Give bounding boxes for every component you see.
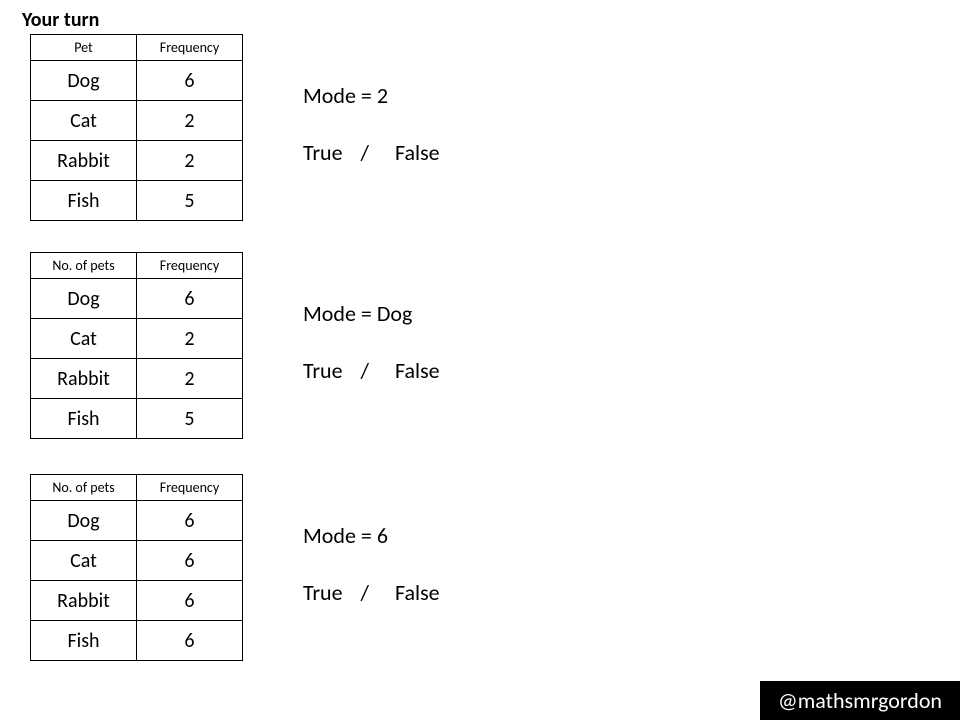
table-row: Fish6 [31,621,243,661]
true-option[interactable]: True [303,357,343,384]
cell-category: Dog [31,279,137,319]
cell-frequency: 2 [137,141,243,181]
separator: / [361,357,370,384]
table-row: Fish5 [31,399,243,439]
cell-frequency: 2 [137,359,243,399]
column-header-frequency: Frequency [137,475,243,501]
answer-area: Mode = 2 True / False [303,82,440,166]
page-title: Your turn [22,8,99,32]
false-option[interactable]: False [395,139,440,166]
cell-category: Cat [31,101,137,141]
answer-area: Mode = Dog True / False [303,300,440,384]
false-option[interactable]: False [395,357,440,384]
cell-category: Rabbit [31,581,137,621]
cell-category: Fish [31,621,137,661]
true-option[interactable]: True [303,139,343,166]
table-header-row: No. of pets Frequency [31,475,243,501]
table-row: Rabbit2 [31,141,243,181]
frequency-table: No. of pets Frequency Dog6 Cat2 Rabbit2 … [30,252,243,439]
question-block: No. of pets Frequency Dog6 Cat6 Rabbit6 … [30,474,440,661]
true-false-choice: True / False [303,357,440,384]
table-row: Cat6 [31,541,243,581]
cell-frequency: 5 [137,181,243,221]
column-header-category: Pet [31,35,137,61]
table-row: Dog6 [31,501,243,541]
column-header-frequency: Frequency [137,35,243,61]
cell-category: Rabbit [31,359,137,399]
cell-category: Fish [31,181,137,221]
column-header-frequency: Frequency [137,253,243,279]
mode-statement: Mode = 6 [303,522,440,549]
cell-category: Dog [31,501,137,541]
true-false-choice: True / False [303,139,440,166]
cell-frequency: 6 [137,541,243,581]
table-header-row: Pet Frequency [31,35,243,61]
table-row: Dog6 [31,61,243,101]
table-row: Dog6 [31,279,243,319]
cell-frequency: 6 [137,581,243,621]
table-row: Rabbit2 [31,359,243,399]
mode-statement: Mode = 2 [303,82,440,109]
cell-frequency: 2 [137,101,243,141]
table-header-row: No. of pets Frequency [31,253,243,279]
cell-category: Dog [31,61,137,101]
true-option[interactable]: True [303,579,343,606]
separator: / [361,139,370,166]
question-block: No. of pets Frequency Dog6 Cat2 Rabbit2 … [30,252,440,439]
false-option[interactable]: False [395,579,440,606]
author-handle: @mathsmrgordon [760,681,960,720]
cell-category: Rabbit [31,141,137,181]
frequency-table: No. of pets Frequency Dog6 Cat6 Rabbit6 … [30,474,243,661]
table-row: Cat2 [31,319,243,359]
cell-category: Fish [31,399,137,439]
cell-frequency: 6 [137,279,243,319]
table-row: Fish5 [31,181,243,221]
table-row: Rabbit6 [31,581,243,621]
column-header-category: No. of pets [31,475,137,501]
cell-frequency: 5 [137,399,243,439]
cell-frequency: 2 [137,319,243,359]
column-header-category: No. of pets [31,253,137,279]
table-row: Cat2 [31,101,243,141]
answer-area: Mode = 6 True / False [303,522,440,606]
frequency-table: Pet Frequency Dog6 Cat2 Rabbit2 Fish5 [30,34,243,221]
cell-category: Cat [31,319,137,359]
true-false-choice: True / False [303,579,440,606]
separator: / [361,579,370,606]
question-block: Pet Frequency Dog6 Cat2 Rabbit2 Fish5 Mo… [30,34,440,221]
cell-frequency: 6 [137,61,243,101]
cell-frequency: 6 [137,621,243,661]
mode-statement: Mode = Dog [303,300,440,327]
cell-category: Cat [31,541,137,581]
cell-frequency: 6 [137,501,243,541]
